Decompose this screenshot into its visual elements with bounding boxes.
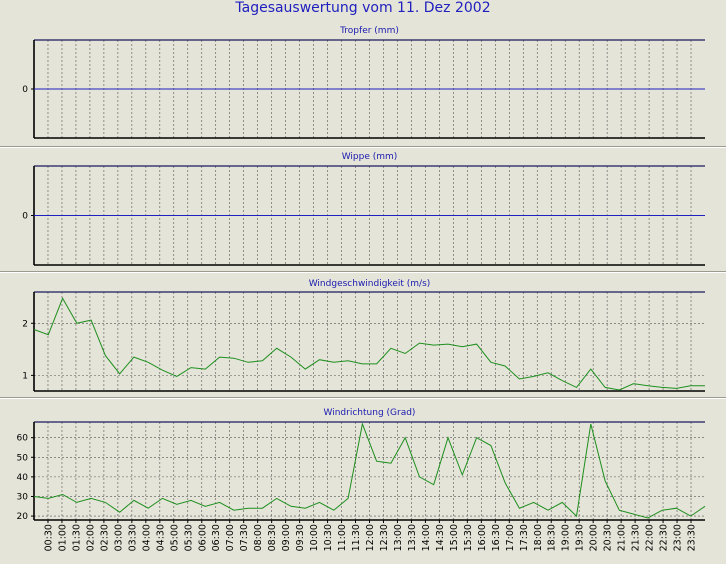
chart-title: Windgeschwindigkeit (m/s)	[309, 279, 431, 289]
x-tick-label: 02:30	[99, 524, 110, 551]
x-tick-label: 12:30	[379, 524, 390, 551]
x-tick-label: 00:30	[43, 524, 54, 551]
y-tick-label: 20	[17, 512, 29, 522]
panel-separator	[0, 271, 726, 273]
y-tick-label: 60	[17, 434, 29, 444]
x-tick-label: 22:30	[659, 524, 670, 551]
chart-panel-3: 1 2 Windgeschwindigkeit (m/s)	[22, 279, 705, 392]
series-line	[33, 297, 705, 391]
x-tick-label: 14:00	[421, 524, 432, 551]
x-tick-label: 04:30	[155, 524, 166, 551]
x-tick-label: 05:30	[183, 524, 194, 551]
x-tick-label: 14:30	[435, 524, 446, 551]
y-tick-label: 1	[22, 371, 28, 381]
x-tick-label: 16:30	[491, 524, 502, 551]
x-tick-label: 07:00	[225, 524, 236, 551]
x-tick-label: 05:00	[169, 524, 180, 551]
x-tick-label: 16:00	[477, 524, 488, 551]
x-tick-label: 08:00	[253, 524, 264, 551]
panel-separator	[0, 146, 726, 148]
x-tick-label: 09:30	[295, 524, 306, 551]
x-tick-label: 21:00	[617, 524, 628, 551]
x-tick-label: 18:00	[533, 524, 544, 551]
y-tick-label: 0	[22, 85, 28, 95]
x-tick-label: 23:00	[673, 524, 684, 551]
x-tick-label: 03:00	[113, 524, 124, 551]
chart-panel-1: 0 Tropfer (mm)	[22, 26, 705, 139]
x-tick-label: 20:30	[603, 524, 614, 551]
x-tick-label: 01:00	[57, 524, 68, 551]
x-tick-label: 22:00	[645, 524, 656, 551]
y-tick-label: 2	[22, 319, 28, 329]
x-tick-label: 17:30	[519, 524, 530, 551]
panel-separator	[0, 397, 726, 399]
x-tick-label: 03:30	[127, 524, 138, 551]
x-tick-label: 21:30	[631, 524, 642, 551]
x-tick-label: 13:30	[407, 524, 418, 551]
x-tick-label: 04:00	[141, 524, 152, 551]
chart-panel-4: 20 30 40 50 60 Windrichtung (Grad)	[17, 408, 706, 522]
chart-title: Windrichtung (Grad)	[324, 408, 416, 418]
x-tick-label: 18:30	[547, 524, 558, 551]
x-tick-label: 19:30	[575, 524, 586, 551]
x-tick-label: 06:00	[197, 524, 208, 551]
x-tick-label: 23:30	[687, 524, 698, 551]
chart-title: Wippe (mm)	[342, 152, 398, 162]
x-tick-label: 07:30	[239, 524, 250, 551]
y-tick-label: 40	[17, 473, 29, 483]
x-tick-label: 15:30	[463, 524, 474, 551]
x-tick-label: 10:30	[323, 524, 334, 551]
y-tick-label: 50	[17, 453, 29, 463]
x-tick-label: 12:00	[365, 524, 376, 551]
x-tick-label: 06:30	[211, 524, 222, 551]
chart-panel-2: 0 Wippe (mm)	[22, 152, 705, 266]
series-line	[33, 422, 706, 519]
x-tick-label: 11:30	[351, 524, 362, 551]
x-tick-label: 17:00	[505, 524, 516, 551]
x-tick-label: 09:00	[281, 524, 292, 551]
page-title: Tagesauswertung vom 11. Dez 2002	[235, 0, 491, 16]
x-tick-label: 10:00	[309, 524, 320, 551]
x-tick-label: 01:30	[71, 524, 82, 551]
x-tick-label: 11:00	[337, 524, 348, 551]
chart-title: Tropfer (mm)	[339, 26, 399, 36]
x-tick-label: 13:00	[393, 524, 404, 551]
x-axis: 00:30 01:00 01:30 02:00 02:30 03:00 03:30 04:00…	[43, 520, 698, 551]
x-tick-label: 15:00	[449, 524, 460, 551]
y-tick-label: 0	[22, 212, 28, 222]
x-tick-label: 19:00	[561, 524, 572, 551]
y-tick-label: 30	[17, 492, 29, 502]
x-tick-label: 02:00	[85, 524, 96, 551]
x-tick-label: 20:00	[589, 524, 600, 551]
x-tick-label: 08:30	[267, 524, 278, 551]
